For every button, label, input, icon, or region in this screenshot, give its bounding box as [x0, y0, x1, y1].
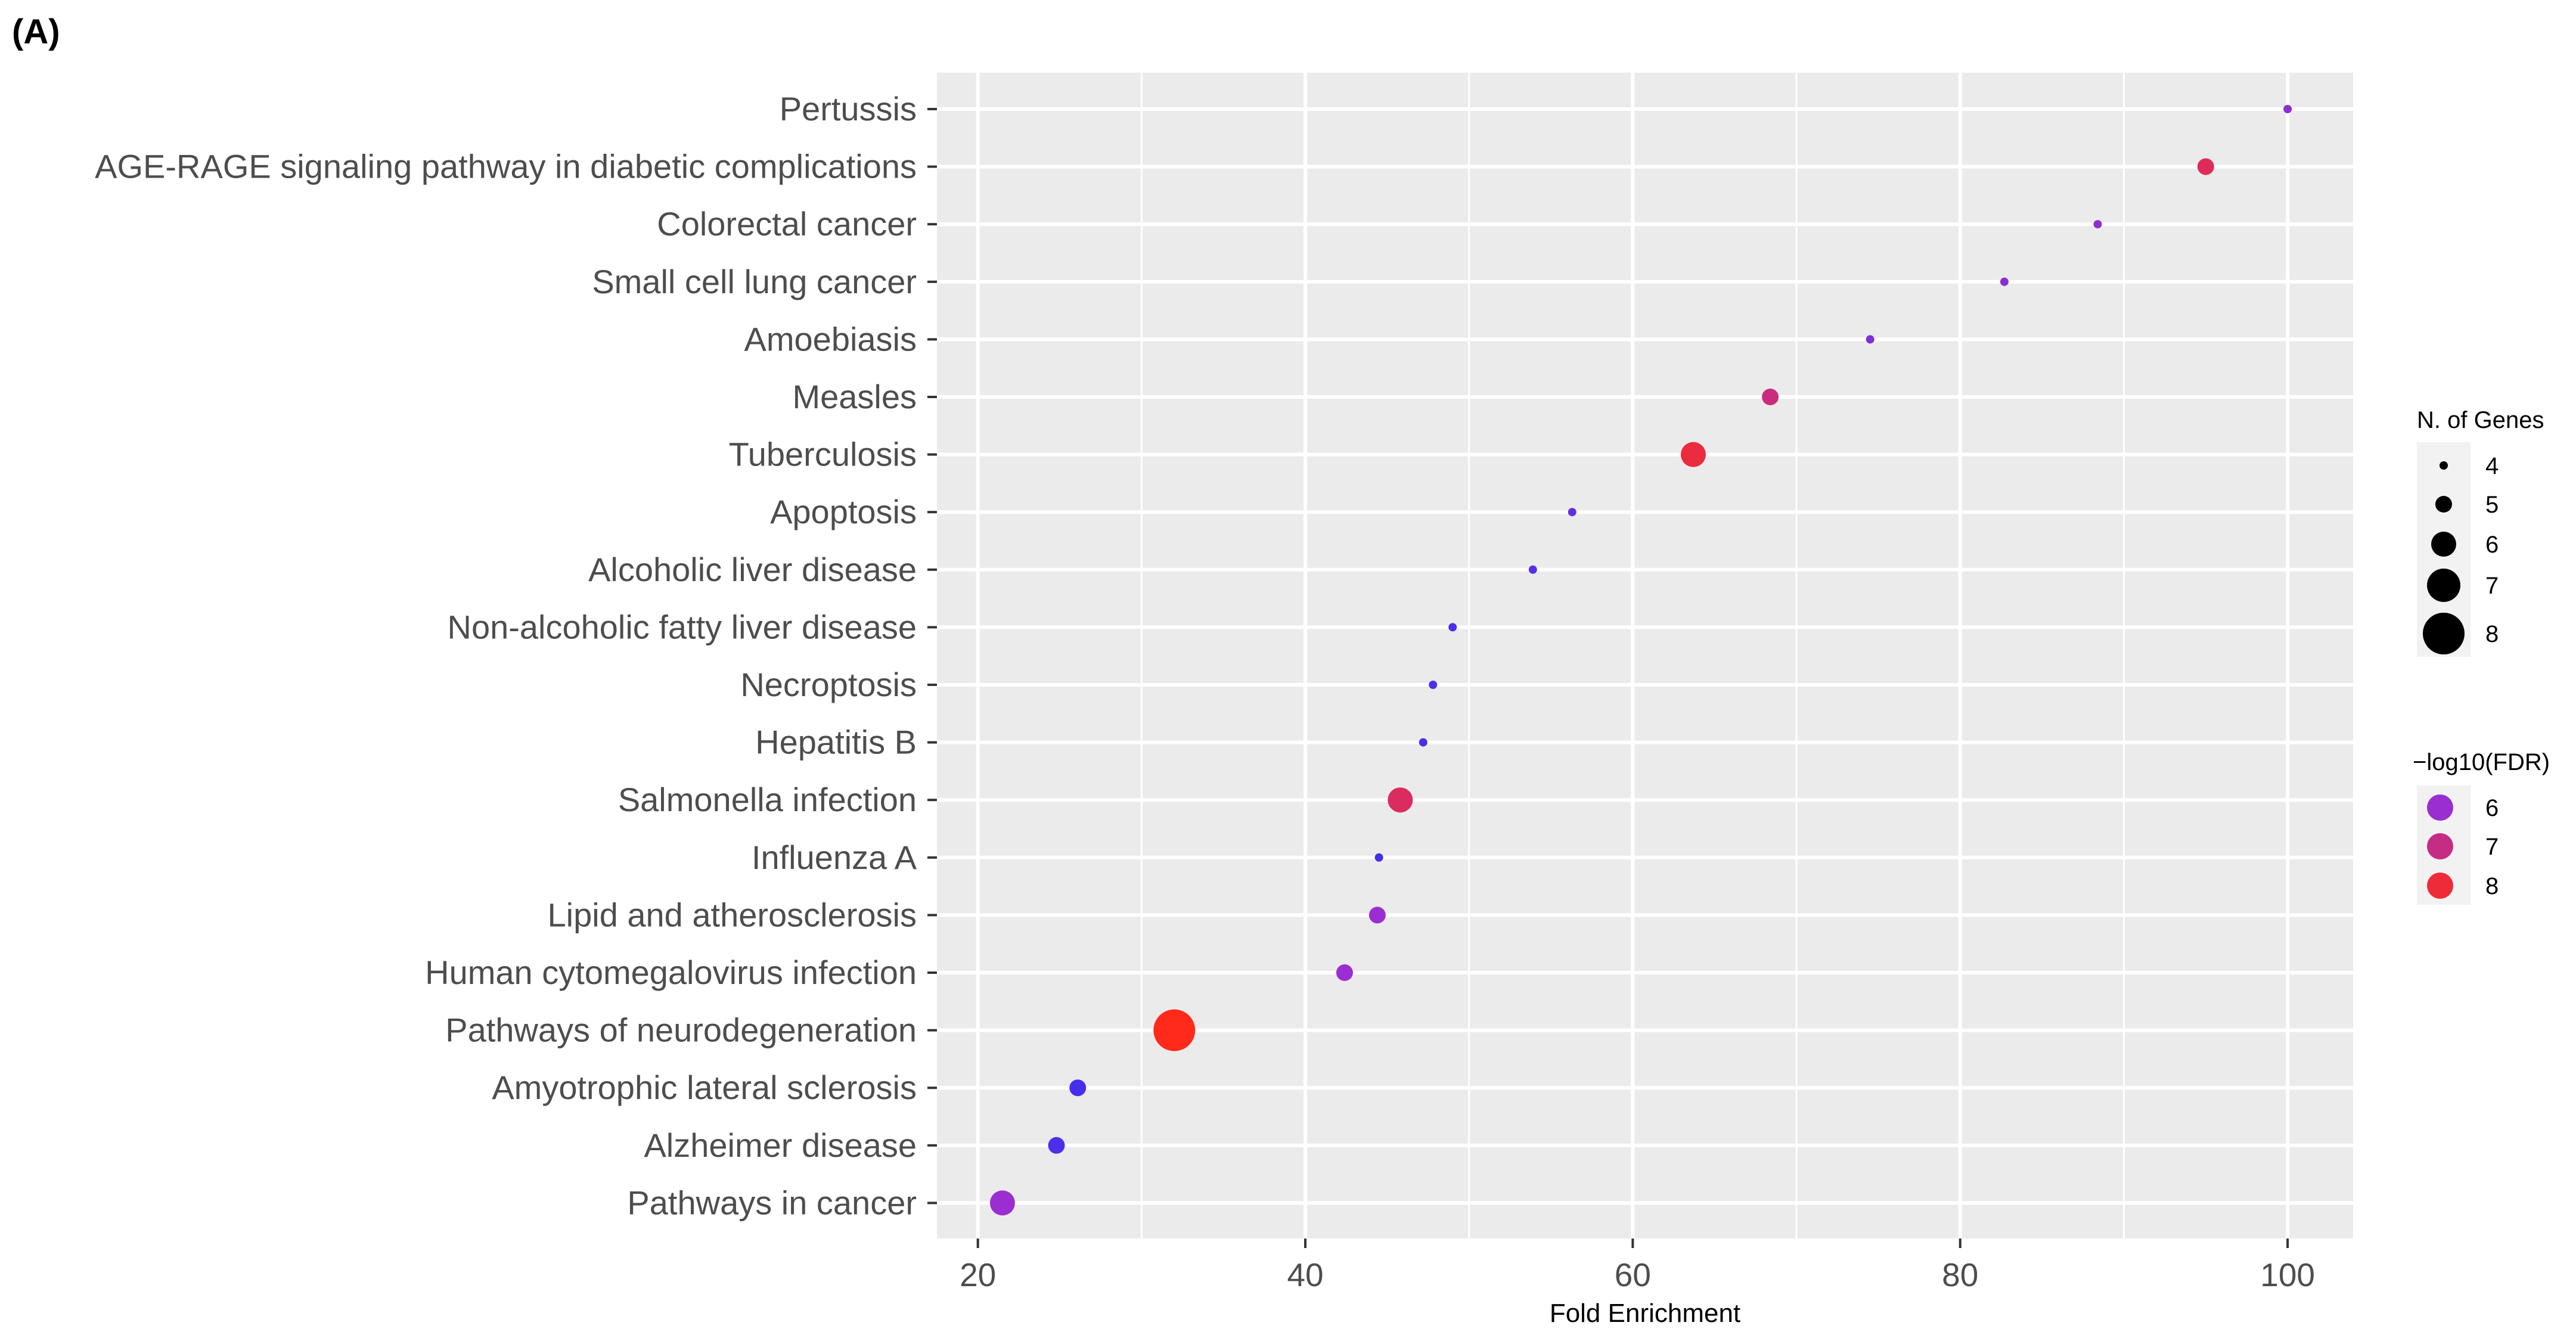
data-point [2197, 158, 2214, 175]
size-legend-key [2435, 496, 2452, 513]
size-legend-key [2431, 532, 2456, 557]
data-point [1681, 442, 1706, 467]
y-tick-label: Necroptosis [740, 666, 917, 703]
data-point [1069, 1079, 1087, 1097]
y-tick-label: Influenza A [752, 839, 917, 876]
data-point [1429, 681, 1438, 689]
data-point [2000, 277, 2009, 286]
y-tick-label: Alcoholic liver disease [588, 551, 917, 588]
y-tick-label: Colorectal cancer [657, 205, 917, 243]
data-point [2093, 220, 2102, 229]
y-tick-label: Amyotrophic lateral sclerosis [492, 1069, 917, 1106]
size-legend-key [2427, 569, 2460, 602]
y-tick-label: Measles [792, 378, 917, 415]
plot-panel [937, 73, 2353, 1238]
data-point [1419, 738, 1427, 747]
y-tick-label: Lipid and atherosclerosis [548, 896, 917, 933]
data-point [1153, 1009, 1196, 1051]
data-point [1048, 1137, 1065, 1154]
y-tick-label: Apoptosis [770, 493, 917, 530]
data-point [1568, 508, 1576, 517]
size-legend-key [2440, 461, 2448, 470]
color-legend-label: 6 [2485, 795, 2499, 821]
data-point [1336, 964, 1353, 981]
size-legend-title: N. of Genes [2417, 407, 2544, 433]
y-tick-label: Non-alcoholic fatty liver disease [448, 608, 917, 645]
y-tick-label: Salmonella infection [618, 781, 917, 818]
x-tick-label: 100 [2260, 1256, 2315, 1293]
x-tick-label: 40 [1287, 1256, 1323, 1293]
size-legend-label: 4 [2485, 453, 2499, 479]
data-point [1866, 335, 1874, 344]
color-legend-key [2427, 833, 2453, 859]
y-tick-label: Pathways of neurodegeneration [445, 1011, 917, 1049]
y-tick-label: Amoebiasis [744, 320, 917, 358]
color-legend-key [2427, 873, 2453, 899]
size-legend-label: 7 [2485, 573, 2499, 599]
data-point [1368, 907, 1386, 924]
y-tick-label: Hepatitis B [755, 724, 917, 761]
y-tick-label: Tuberculosis [729, 436, 917, 473]
color-legend-key [2427, 794, 2453, 821]
x-tick-label: 20 [960, 1256, 996, 1293]
data-point [1374, 853, 1383, 862]
y-tick-label: AGE-RAGE signaling pathway in diabetic c… [95, 148, 917, 185]
y-tick-label: Human cytomegalovirus infection [425, 954, 917, 991]
data-point [1528, 565, 1537, 574]
y-tick-label: Small cell lung cancer [592, 263, 917, 300]
x-tick-label: 80 [1942, 1256, 1978, 1293]
color-legend-label: 8 [2485, 873, 2499, 899]
y-tick-label: Pathways in cancer [627, 1184, 917, 1221]
size-legend-label: 6 [2485, 532, 2499, 558]
data-point [1388, 787, 1413, 813]
color-legend-title: −log10(FDR) [2413, 749, 2550, 775]
x-tick-label: 60 [1615, 1256, 1651, 1293]
y-tick-label: Alzheimer disease [644, 1126, 917, 1164]
color-legend-label: 7 [2485, 834, 2499, 860]
size-legend-label: 8 [2485, 621, 2499, 647]
data-point [989, 1190, 1015, 1216]
data-point [1448, 623, 1457, 632]
size-legend-key [2423, 613, 2465, 654]
y-tick-label: Pertussis [780, 90, 917, 128]
x-axis-title: Fold Enrichment [1550, 1299, 1740, 1328]
panel-label: (A) [12, 13, 60, 51]
data-point [1762, 389, 1779, 405]
size-legend-label: 5 [2485, 492, 2499, 518]
data-point [2283, 105, 2292, 113]
